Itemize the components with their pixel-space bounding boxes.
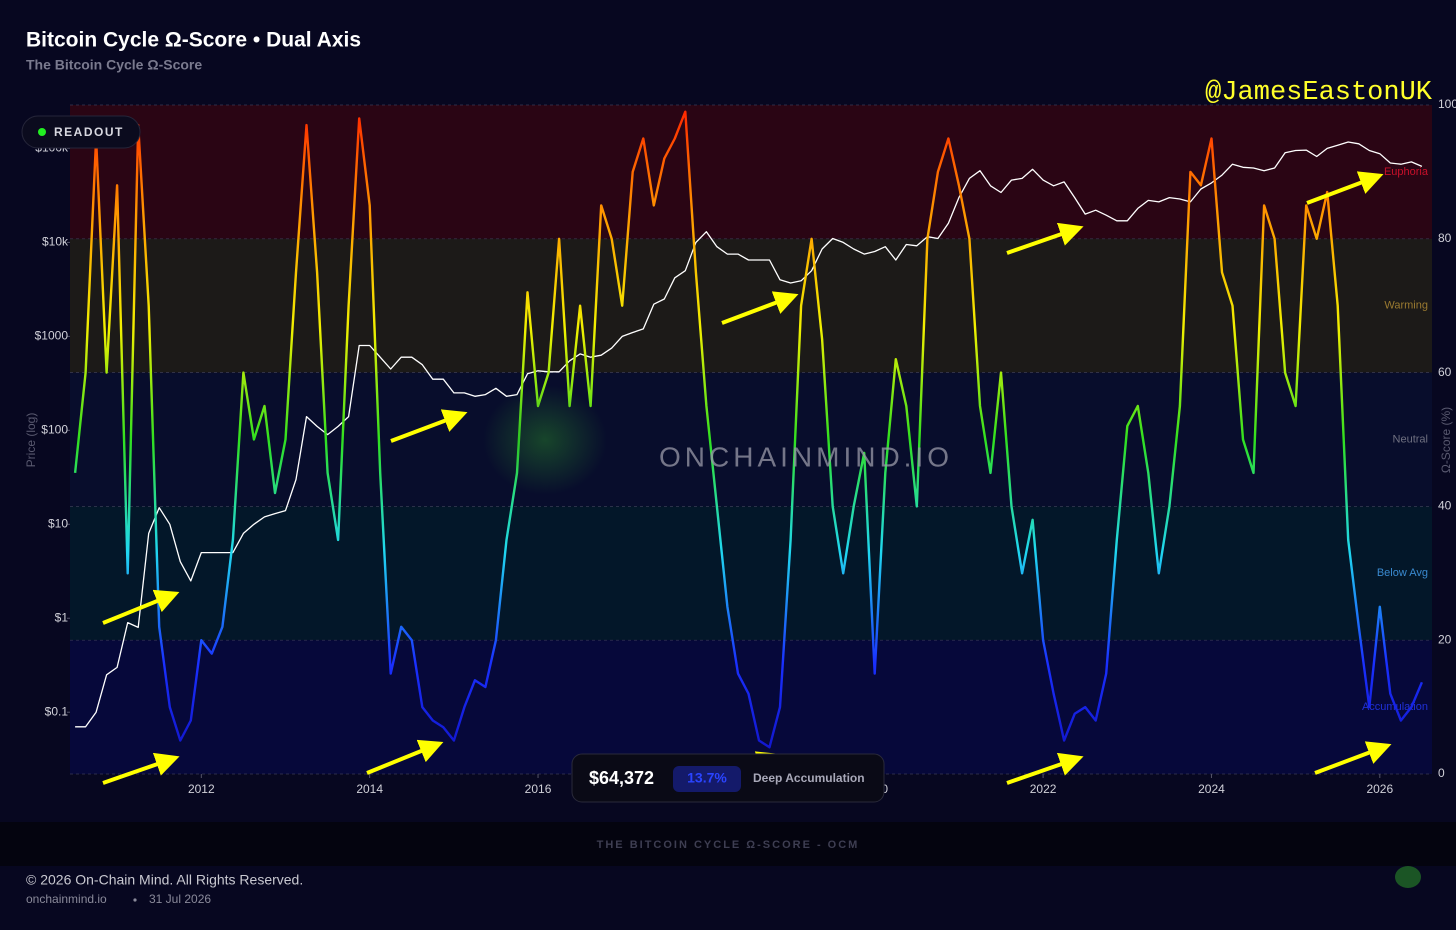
readout-price: $64,372 <box>589 768 654 788</box>
footer-band-text: THE BITCOIN CYCLE Ω-SCORE - OCM <box>597 839 860 851</box>
arrow <box>1314 741 1392 775</box>
arrow <box>102 589 180 625</box>
zone-band <box>70 238 1432 373</box>
badge-label: READOUT <box>54 125 124 139</box>
arrow <box>721 291 799 325</box>
y2-tick-label: 60 <box>1438 365 1452 379</box>
y2-tick-label: 80 <box>1438 231 1452 245</box>
y2-tick-label: 40 <box>1438 499 1452 513</box>
score-line <box>73 110 1424 749</box>
x-tick-label: 2016 <box>525 782 552 796</box>
arrow <box>102 752 180 785</box>
y-tick-label: $10 <box>48 516 68 530</box>
y-axis-title: Price (log) <box>24 413 38 468</box>
y2-tick-label: 100 <box>1438 97 1456 111</box>
subtitle: The Bitcoin Cycle Ω-Score <box>26 57 202 73</box>
y-tick-label: $1 <box>55 610 69 624</box>
x-tick-label: 2014 <box>356 782 383 796</box>
footer-band <box>0 822 1456 866</box>
y2-axis-title: Ω-Score (%) <box>1439 407 1453 473</box>
zone-band <box>70 105 1432 239</box>
zone-band <box>70 506 1432 641</box>
readout-zone: Deep Accumulation <box>753 771 865 785</box>
arrow <box>1006 222 1084 255</box>
arrow <box>390 409 468 443</box>
zone-label: Neutral <box>1393 433 1428 445</box>
y-tick-label: $10k <box>42 235 69 249</box>
zone-label: Euphoria <box>1384 166 1429 178</box>
x-tick-label: 2012 <box>188 782 215 796</box>
title: Bitcoin Cycle Ω-Score • Dual Axis <box>26 29 361 52</box>
watermark: ONCHAINMIND.IO <box>659 441 953 472</box>
price-line <box>75 141 1423 728</box>
arrow <box>1306 171 1384 205</box>
arrow <box>366 739 444 775</box>
x-tick-label: 2024 <box>1198 782 1225 796</box>
y2-tick-label: 0 <box>1438 766 1445 780</box>
y2-tick-label: 20 <box>1438 632 1452 646</box>
score-pill <box>673 766 741 792</box>
brain-logo <box>483 385 607 495</box>
x-tick-label: 2022 <box>1030 782 1057 796</box>
zone-label: Warming <box>1384 300 1428 312</box>
x-tick-label: 2026 <box>1366 782 1393 796</box>
arrow <box>1006 752 1084 785</box>
y-tick-label: $0.1 <box>45 704 69 718</box>
handle: @JamesEastonUK <box>1205 78 1433 108</box>
copyright: © 2026 On-Chain Mind. All Rights Reserve… <box>26 872 303 888</box>
separator <box>133 898 137 902</box>
readout-badge[interactable] <box>21 115 141 149</box>
zone-label: Below Avg <box>1377 567 1428 579</box>
y-tick-label: $100 <box>41 423 68 437</box>
status-dot <box>38 128 46 136</box>
date: 31 Jul 2026 <box>149 892 211 906</box>
zone-band <box>70 372 1432 507</box>
y-tick-label: $1000 <box>35 329 69 343</box>
footer-logo <box>1395 866 1421 888</box>
readout-score: 13.7% <box>687 770 727 786</box>
site: onchainmind.io <box>26 892 107 906</box>
